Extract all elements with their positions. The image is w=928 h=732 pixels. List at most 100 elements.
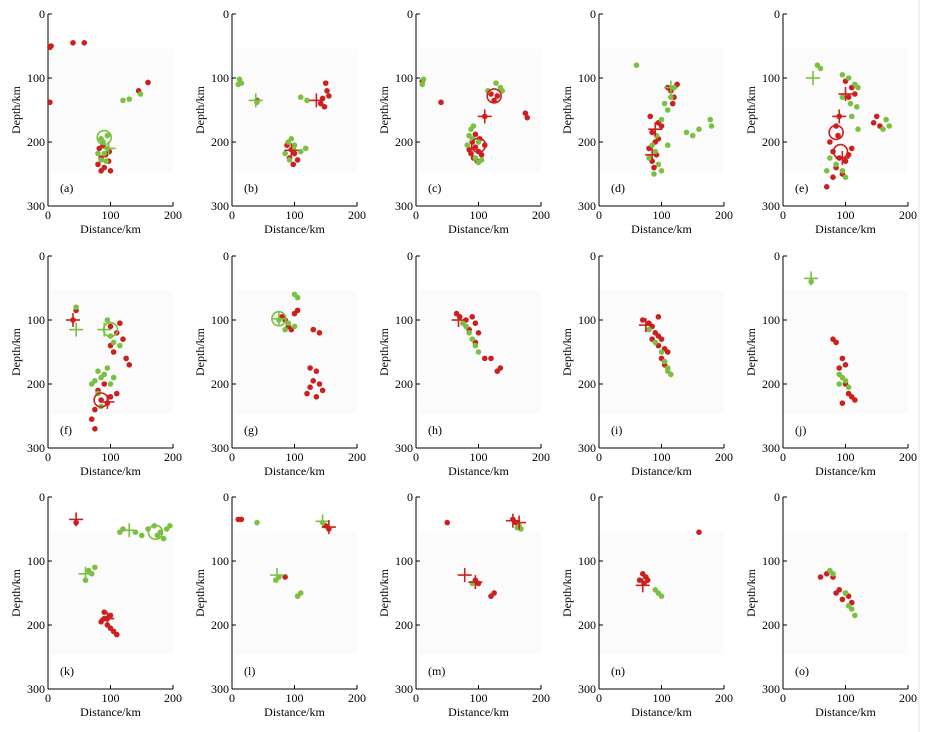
data-point xyxy=(297,590,304,596)
data-point xyxy=(470,123,477,129)
data-point xyxy=(297,148,304,155)
data-point xyxy=(313,368,320,375)
data-point xyxy=(47,99,53,106)
data-point xyxy=(842,590,849,596)
data-point xyxy=(297,94,304,100)
data-point xyxy=(145,79,151,86)
y-tick-label: 0 xyxy=(774,7,780,21)
data-point xyxy=(92,406,98,413)
data-point xyxy=(658,349,665,355)
data-point xyxy=(107,168,114,174)
x-tick-label: 100 xyxy=(837,208,855,222)
y-tick-label: 200 xyxy=(27,618,45,632)
data-point xyxy=(696,126,702,132)
y-tick-label: 100 xyxy=(27,313,45,327)
plot-background xyxy=(416,531,541,655)
data-point xyxy=(307,365,313,371)
data-point xyxy=(842,362,849,368)
data-point xyxy=(839,355,846,362)
y-axis-label: Depth/km xyxy=(560,85,574,134)
x-axis-label: Distance/km xyxy=(448,464,509,478)
data-point xyxy=(475,330,482,336)
data-point xyxy=(870,120,877,126)
y-tick-label: 200 xyxy=(762,377,780,391)
data-point xyxy=(827,139,833,145)
data-point xyxy=(852,397,858,403)
data-point xyxy=(833,339,839,346)
panel-label: (i) xyxy=(611,423,622,437)
data-point xyxy=(823,184,830,190)
data-point xyxy=(88,381,95,387)
x-tick-label: 0 xyxy=(596,450,602,464)
y-axis-label: Depth/km xyxy=(9,327,23,376)
y-tick-label: 100 xyxy=(211,554,229,568)
panel-label: (n) xyxy=(611,664,625,678)
x-tick-label: 200 xyxy=(532,691,550,705)
circle-marker xyxy=(828,124,844,141)
data-point xyxy=(661,100,668,107)
y-tick-label: 100 xyxy=(211,313,229,327)
panel-label: (d) xyxy=(611,181,625,195)
data-point xyxy=(842,174,849,180)
x-axis-label: Distance/km xyxy=(80,705,141,719)
data-point xyxy=(126,96,133,102)
plot-background xyxy=(232,531,357,655)
x-tick-label: 100 xyxy=(653,691,671,705)
data-point xyxy=(833,161,839,168)
y-tick-label: 300 xyxy=(27,199,45,213)
data-point xyxy=(647,113,654,120)
data-point xyxy=(469,314,476,320)
data-point xyxy=(485,88,491,94)
data-point xyxy=(658,123,665,129)
x-tick-label: 200 xyxy=(348,691,366,705)
x-tick-label: 200 xyxy=(164,691,182,705)
y-tick-label: 100 xyxy=(578,71,596,85)
data-point xyxy=(855,84,861,91)
data-point xyxy=(104,132,111,139)
y-tick-label: 300 xyxy=(395,441,413,455)
data-point xyxy=(103,158,109,164)
y-axis-label: Depth/km xyxy=(377,327,391,376)
circle-marker xyxy=(832,143,849,160)
data-point xyxy=(438,99,444,106)
data-point xyxy=(117,320,123,327)
panel-label: (b) xyxy=(244,181,258,195)
y-tick-label: 200 xyxy=(395,618,413,632)
y-axis-label: Depth/km xyxy=(9,85,23,134)
data-point xyxy=(107,381,114,387)
y-tick-label: 100 xyxy=(762,554,780,568)
data-point xyxy=(830,571,836,577)
y-axis-label: Depth/km xyxy=(560,327,574,376)
data-point xyxy=(817,65,824,72)
y-tick-label: 0 xyxy=(39,490,45,504)
data-point xyxy=(689,132,696,139)
data-point xyxy=(668,94,674,100)
y-tick-label: 0 xyxy=(39,249,45,263)
circle-marker xyxy=(147,524,164,541)
data-point xyxy=(817,574,824,580)
y-tick-label: 300 xyxy=(762,682,780,696)
data-point xyxy=(419,81,426,88)
y-axis-label: Depth/km xyxy=(9,568,23,617)
x-tick-label: 100 xyxy=(102,208,120,222)
data-point xyxy=(110,339,117,346)
data-point xyxy=(707,116,714,123)
data-point xyxy=(855,126,861,132)
x-tick-label: 100 xyxy=(837,691,855,705)
data-point xyxy=(652,587,659,593)
data-point xyxy=(444,519,451,526)
y-tick-label: 0 xyxy=(223,490,229,504)
x-tick-label: 200 xyxy=(532,208,550,222)
data-point xyxy=(101,609,108,615)
y-tick-label: 200 xyxy=(211,377,229,391)
y-tick-label: 100 xyxy=(762,313,780,327)
y-tick-label: 0 xyxy=(590,7,596,21)
y-tick-label: 200 xyxy=(578,377,596,391)
data-point xyxy=(322,80,329,86)
x-axis-label: Distance/km xyxy=(631,222,692,236)
